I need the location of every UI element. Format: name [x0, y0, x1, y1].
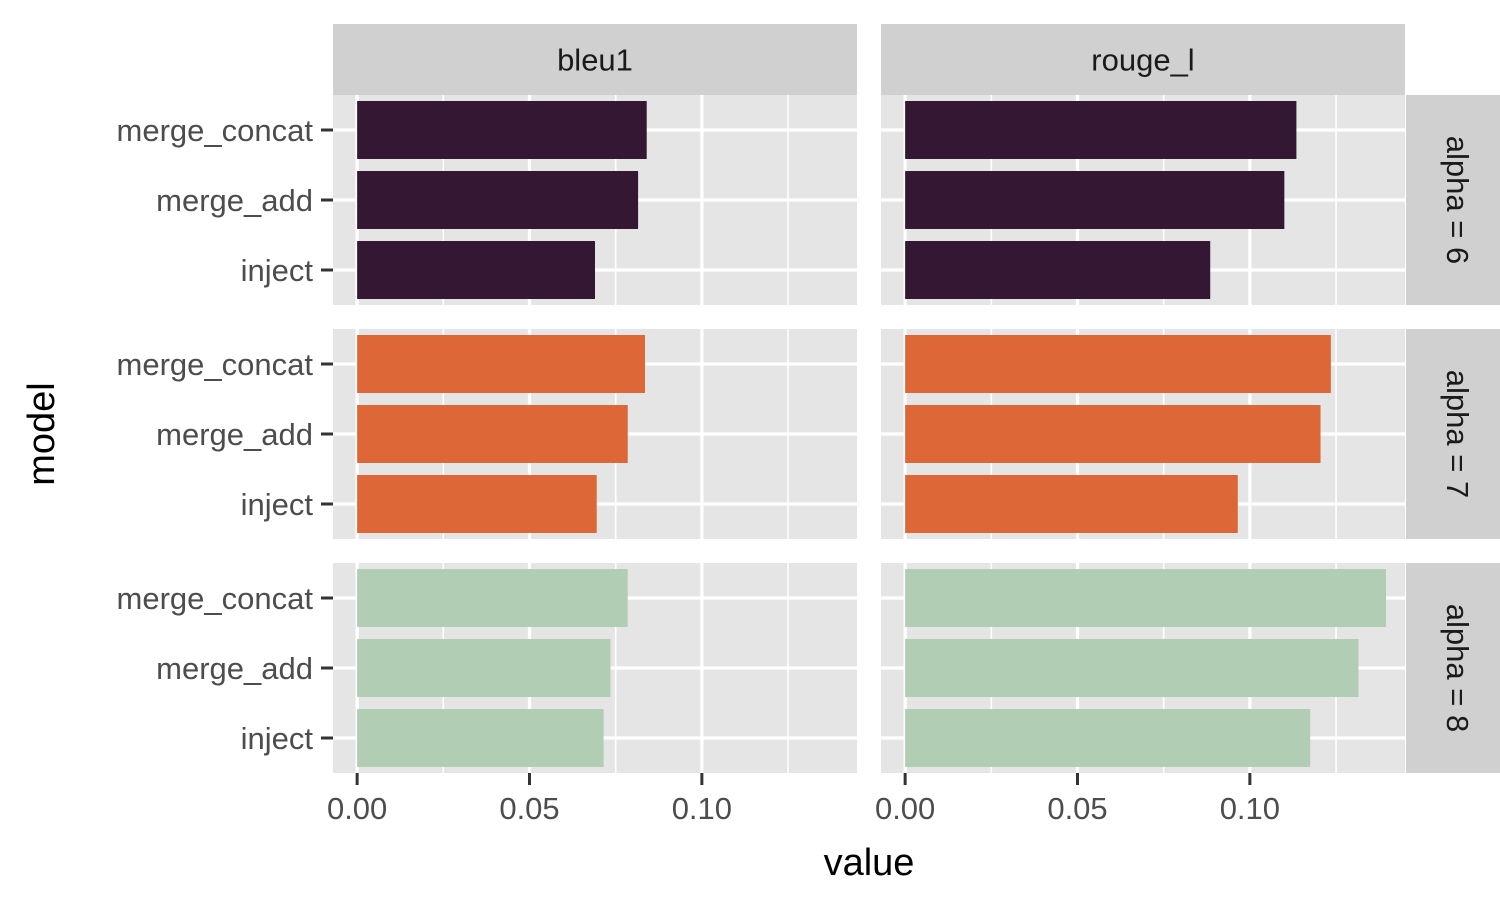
- bar-alpha-6-bleu1-merge-add: [357, 171, 639, 229]
- bar-alpha-6-rouge-l-merge-concat: [905, 101, 1297, 159]
- strip-column-bleu1: [333, 24, 857, 95]
- bar-alpha-7-rouge-l-inject: [905, 475, 1238, 533]
- bar-alpha-8-rouge-l-inject: [905, 709, 1311, 767]
- y-tick-label-merge-concat: merge_concat: [117, 113, 314, 148]
- x-tick-label: 0.00: [875, 791, 935, 826]
- bar-alpha-8-rouge-l-merge-concat: [905, 569, 1387, 627]
- x-axis-title: value: [824, 842, 915, 884]
- x-tick-label: 0.05: [1047, 791, 1107, 826]
- strip-column-label-bleu1: bleu1: [557, 43, 633, 78]
- bar-alpha-8-rouge-l-merge-add: [905, 639, 1359, 697]
- y-tick-label-merge-add: merge_add: [156, 183, 313, 218]
- bar-alpha-6-bleu1-inject: [357, 241, 595, 299]
- x-tick-label: 0.10: [1220, 791, 1280, 826]
- strip-row-label-alpha-7: alpha = 7: [1440, 370, 1475, 498]
- y-tick-label-merge-concat: merge_concat: [117, 347, 314, 382]
- x-tick-label: 0.00: [327, 791, 387, 826]
- y-tick-label-merge-add: merge_add: [156, 417, 313, 452]
- bar-alpha-8-bleu1-merge-concat: [357, 569, 628, 627]
- strip-column-rouge-l: [881, 24, 1405, 95]
- y-tick-label-merge-concat: merge_concat: [117, 581, 314, 616]
- x-tick-label: 0.10: [672, 791, 732, 826]
- bar-alpha-8-bleu1-merge-add: [357, 639, 611, 697]
- bar-alpha-7-rouge-l-merge-concat: [905, 335, 1331, 393]
- y-tick-label-inject: inject: [241, 721, 314, 756]
- bar-alpha-7-rouge-l-merge-add: [905, 405, 1321, 463]
- strip-row-label-alpha-6: alpha = 6: [1440, 136, 1475, 264]
- strip-row-label-alpha-8: alpha = 8: [1440, 604, 1475, 732]
- strip-row-alpha-6: [1406, 95, 1500, 305]
- y-tick-label-merge-add: merge_add: [156, 651, 313, 686]
- y-tick-label-inject: inject: [241, 487, 314, 522]
- bar-alpha-7-bleu1-merge-concat: [357, 335, 645, 393]
- strip-row-alpha-8: [1406, 563, 1500, 773]
- bar-alpha-6-bleu1-merge-concat: [357, 101, 647, 159]
- bar-alpha-8-bleu1-inject: [357, 709, 604, 767]
- strip-row-alpha-7: [1406, 329, 1500, 539]
- bar-alpha-7-bleu1-merge-add: [357, 405, 628, 463]
- bar-alpha-6-rouge-l-merge-add: [905, 171, 1285, 229]
- bar-alpha-7-bleu1-inject: [357, 475, 597, 533]
- y-axis-title: model: [21, 382, 63, 486]
- x-tick-label: 0.05: [499, 791, 559, 826]
- y-tick-label-inject: inject: [241, 253, 314, 288]
- bar-alpha-6-rouge-l-inject: [905, 241, 1211, 299]
- strip-column-label-rouge-l: rouge_l: [1091, 43, 1194, 78]
